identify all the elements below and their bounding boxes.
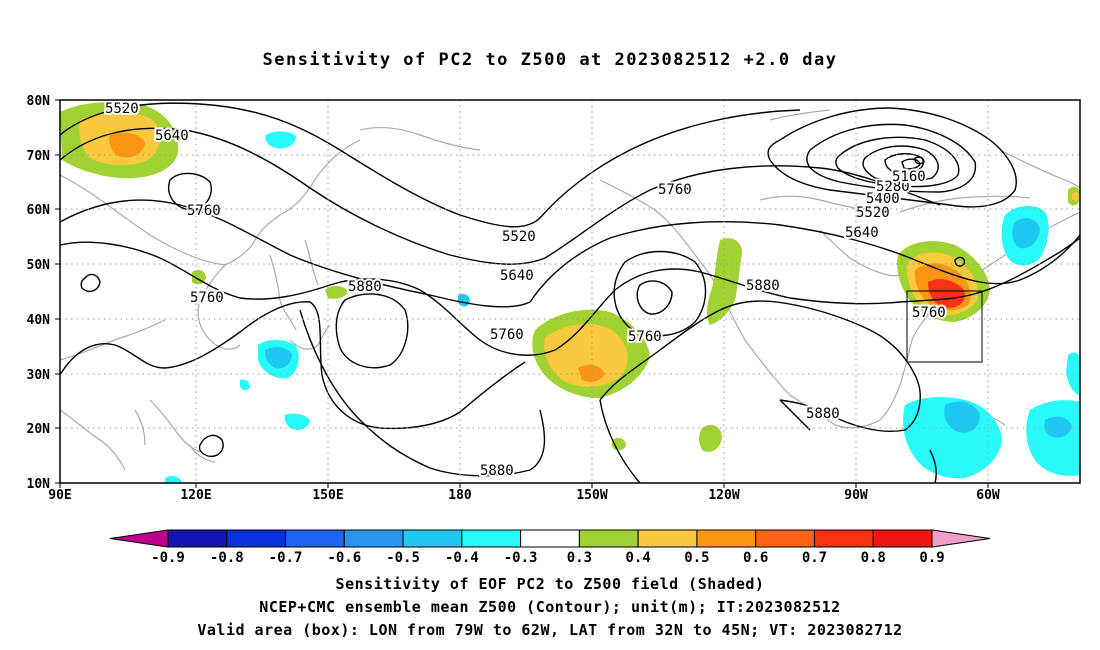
- contour-label: 5760: [658, 182, 692, 198]
- contour-label: 5760: [190, 290, 224, 306]
- contour-label: 5880: [480, 463, 514, 479]
- colorbar-label: -0.9: [151, 550, 185, 566]
- contour-label: 5400: [866, 191, 900, 207]
- lat-label: 30N: [27, 368, 51, 383]
- lat-label: 50N: [27, 258, 51, 273]
- lon-label: 90E: [48, 488, 71, 503]
- contour-label: 5280: [876, 179, 910, 195]
- colorbar-swatch: [461, 529, 522, 548]
- lon-label: 150E: [312, 488, 343, 503]
- colorbar-label: -0.8: [210, 550, 244, 566]
- colorbar-labels: -0.9 -0.8 -0.7 -0.6 -0.5 -0.4 -0.3 0.3 0.4 0.5 0.6…: [151, 550, 945, 566]
- contour-label: 5760: [187, 203, 221, 219]
- colorbar-swatch: [813, 529, 874, 548]
- colorbar-label: -0.6: [327, 550, 361, 566]
- colorbar-arrow-high: [931, 529, 991, 548]
- contour-label: 5880: [806, 406, 840, 422]
- contour-label: 5640: [500, 268, 534, 284]
- contour-label: 5160: [892, 169, 926, 185]
- colorbar-arrow-low: [109, 529, 169, 548]
- map-frame: [59, 99, 1081, 484]
- valid-area-box: [906, 290, 983, 363]
- lat-label: 70N: [27, 149, 51, 164]
- colorbar-label: 0.7: [802, 550, 827, 566]
- colorbar-swatch: [872, 529, 933, 548]
- lat-label: 20N: [27, 422, 51, 437]
- contour-label: 5760: [628, 329, 662, 345]
- contour-label: 5760: [912, 305, 946, 321]
- contour-labels: 5520 5640 5760 5520 5640 5760 5760 5880 …: [103, 100, 948, 481]
- colorbar-swatch: [167, 529, 228, 548]
- contour-label: 5520: [502, 229, 536, 245]
- axis-ticks: [55, 99, 989, 488]
- contour-label: 5760: [490, 327, 524, 343]
- colorbar-swatch: [226, 529, 287, 548]
- lon-label: 180: [448, 488, 472, 503]
- lat-label: 80N: [27, 94, 51, 109]
- lon-label: 120W: [708, 488, 739, 503]
- lat-label: 60N: [27, 203, 51, 218]
- colorbar-label: 0.5: [684, 550, 709, 566]
- z500-contours: [60, 102, 1080, 483]
- lat-label: 40N: [27, 313, 51, 328]
- colorbar-label: 0.4: [626, 550, 651, 566]
- lat-labels: 80N 70N 60N 50N 40N 30N 20N 10N: [27, 94, 51, 492]
- contour-label: 5520: [856, 205, 890, 221]
- lon-label: 150W: [576, 488, 607, 503]
- colorbar-label: 0.3: [567, 550, 592, 566]
- colorbar-swatch: [343, 529, 404, 548]
- colorbar-swatch: [637, 529, 698, 548]
- contour-label: 5880: [348, 279, 382, 295]
- colorbar-swatch: [755, 529, 815, 548]
- graticule: [60, 100, 1080, 483]
- caption-line-3: Valid area (box): LON from 79W to 62W, L…: [197, 621, 903, 639]
- lat-label: 10N: [27, 477, 51, 492]
- caption-line-1: Sensitivity of EOF PC2 to Z500 field (Sh…: [335, 575, 765, 593]
- colorbar-swatch: [696, 529, 757, 548]
- caption-line-2: NCEP+CMC ensemble mean Z500 (Contour); u…: [259, 598, 841, 616]
- contour-label: 5520: [105, 101, 139, 117]
- colorbar-label: -0.5: [386, 550, 420, 566]
- contour-label: 5880: [746, 278, 780, 294]
- colorbar-label: 0.9: [919, 550, 944, 566]
- colorbar-label: 0.8: [861, 550, 886, 566]
- colorbar-swatch: [520, 529, 580, 548]
- colorbar-swatch: [402, 529, 463, 548]
- colorbar: [109, 529, 991, 548]
- colorbar-label: -0.3: [504, 550, 538, 566]
- contour-label: 5640: [845, 225, 879, 241]
- lon-labels: 90E 120E 150E 180 150W 120W 90W 60W: [48, 488, 1000, 503]
- lon-label: 60W: [976, 488, 1000, 503]
- contour-label: 5640: [155, 128, 189, 144]
- page-title: Sensitivity of PC2 to Z500 at 2023082512…: [262, 50, 838, 70]
- coastlines: [60, 109, 1080, 471]
- colorbar-label: -0.7: [269, 550, 303, 566]
- colorbar-label: -0.4: [445, 550, 479, 566]
- lon-label: 90W: [844, 488, 868, 503]
- colorbar-swatch: [285, 529, 345, 548]
- sensitivity-shading: [60, 102, 1080, 483]
- colorbar-swatch: [578, 529, 639, 548]
- colorbar-label: 0.6: [743, 550, 768, 566]
- lon-label: 120E: [180, 488, 211, 503]
